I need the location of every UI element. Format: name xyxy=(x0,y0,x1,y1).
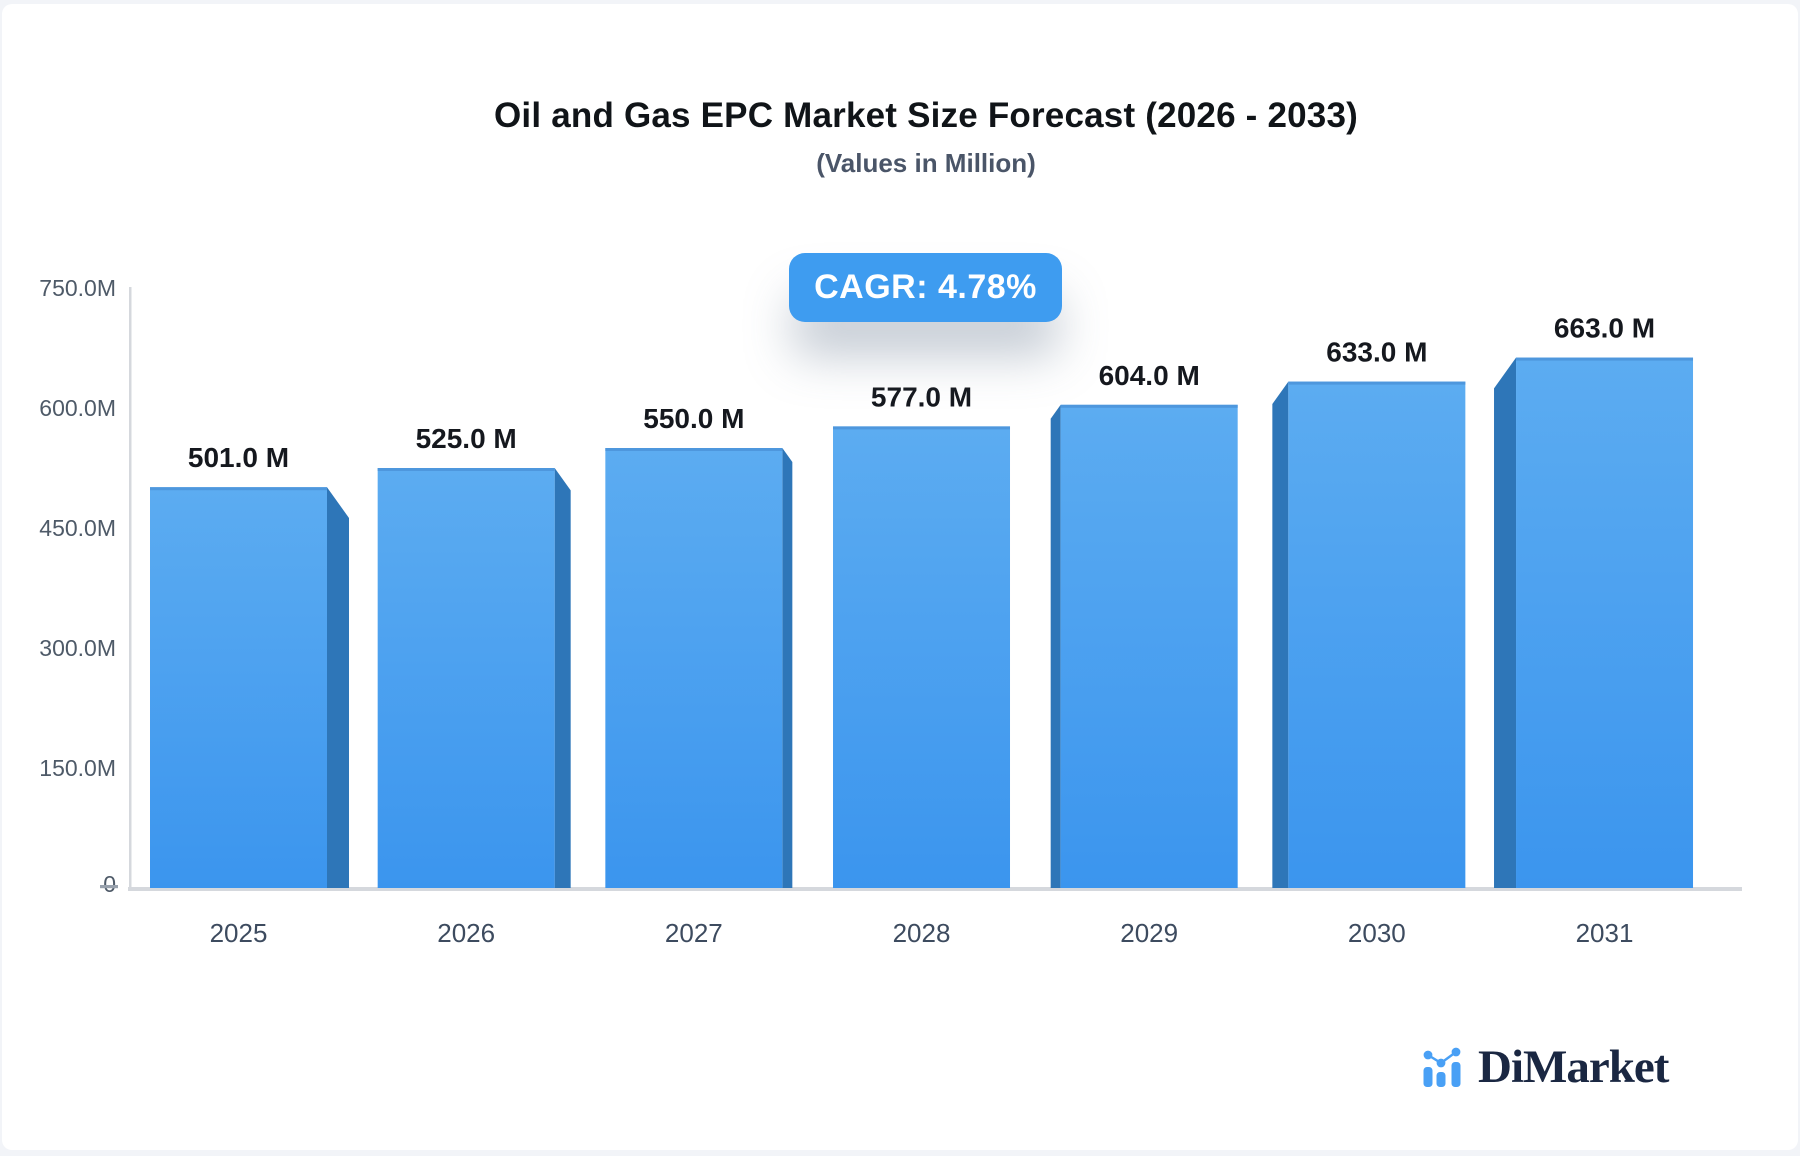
logo-dot-1 xyxy=(1423,1050,1433,1060)
bar-2027[interactable] xyxy=(605,448,783,888)
bar-side-face-2029[interactable] xyxy=(1050,404,1061,888)
bar-side-face-2026[interactable] xyxy=(554,468,571,888)
bar-value-label-2027: 550.0 M xyxy=(643,403,744,434)
bar-side-face-2031[interactable] xyxy=(1494,357,1517,889)
logo-bar-2 xyxy=(1436,1072,1446,1087)
chart-subtitle: (Values in Million) xyxy=(816,148,1036,178)
x-axis-year-label-2026: 2026 xyxy=(437,918,495,948)
bar-2028[interactable] xyxy=(833,426,1011,888)
zero-tick-dash xyxy=(100,885,118,889)
dimarket-logo: DiMarket xyxy=(1422,1041,1669,1094)
x-axis-year-label-2028: 2028 xyxy=(893,918,951,948)
logo-dot-3 xyxy=(1451,1047,1461,1057)
bar-2029[interactable] xyxy=(1060,404,1238,888)
logo-bar-3 xyxy=(1451,1062,1461,1087)
bar-value-label-2031: 663.0 M xyxy=(1554,313,1655,344)
bar-top-edge-2031 xyxy=(1516,357,1694,361)
bar-2025[interactable] xyxy=(150,487,327,888)
y-axis-tick-label: 450.0M xyxy=(39,515,116,541)
bar-top-edge-2027 xyxy=(605,448,783,451)
bar-value-label-2025: 501.0 M xyxy=(188,442,289,473)
bar-value-label-2028: 577.0 M xyxy=(871,381,972,412)
logo-bar-1 xyxy=(1423,1067,1433,1087)
bar-2026[interactable] xyxy=(377,468,555,888)
bar-top-edge-2028 xyxy=(833,426,1011,430)
logo-text: DiMarket xyxy=(1478,1041,1669,1094)
y-axis-tick-label: 600.0M xyxy=(39,395,116,421)
bar-top-edge-2026 xyxy=(377,468,555,471)
y-axis-tick-label: 750.0M xyxy=(39,275,116,301)
y-axis-tick-label: 150.0M xyxy=(39,755,116,781)
y-axis-tick-label: 300.0M xyxy=(39,635,116,661)
bar-top-edge-2030 xyxy=(1288,381,1466,385)
logo-dot-2 xyxy=(1436,1058,1446,1068)
x-axis-year-label-2029: 2029 xyxy=(1120,918,1178,948)
bar-side-face-2030[interactable] xyxy=(1272,381,1289,888)
bar-value-label-2030: 633.0 M xyxy=(1326,337,1427,368)
x-axis-year-label-2025: 2025 xyxy=(210,918,268,948)
cagr-badge: CAGR: 4.78% xyxy=(789,253,1062,322)
x-axis-year-label-2031: 2031 xyxy=(1576,918,1634,948)
logo-mini-bar-chart-icon xyxy=(1423,1047,1461,1087)
bar-2030[interactable] xyxy=(1288,381,1466,888)
bar-top-edge-2025 xyxy=(150,487,327,491)
y-axis-line xyxy=(129,287,132,888)
bar-side-face-2027[interactable] xyxy=(782,448,793,888)
bar-top-edge-2029 xyxy=(1060,404,1238,408)
x-axis-year-label-2027: 2027 xyxy=(665,918,723,948)
x-axis-line xyxy=(128,887,1742,891)
bar-value-label-2029: 604.0 M xyxy=(1099,360,1200,391)
bar-value-label-2026: 525.0 M xyxy=(416,423,517,454)
chart-title: Oil and Gas EPC Market Size Forecast (20… xyxy=(494,96,1358,135)
bar-2031[interactable] xyxy=(1516,357,1694,889)
y-axis-tick-label: 0 xyxy=(103,871,116,897)
x-axis-year-label-2030: 2030 xyxy=(1348,918,1406,948)
bar-side-face-2025[interactable] xyxy=(327,487,349,888)
